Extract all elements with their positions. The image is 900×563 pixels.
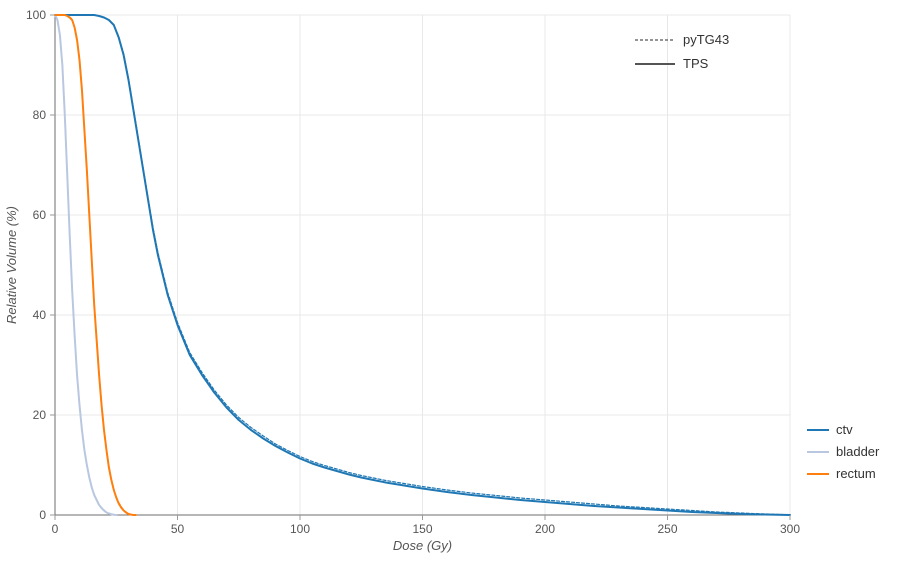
dvh-chart: 0 50 100 150 200 250 300 0 20 40 60 80 100 Dose (Gy)… <box>0 0 900 560</box>
x-tick-label: 250 <box>657 522 677 536</box>
legend-series-label: rectum <box>836 466 876 481</box>
x-tick-label: 100 <box>290 522 310 536</box>
legend-series-label: bladder <box>836 444 880 459</box>
y-tick-label: 100 <box>26 8 46 22</box>
y-axis-label: Relative Volume (%) <box>4 206 19 324</box>
y-tick-label: 0 <box>39 508 46 522</box>
legend-series-label: ctv <box>836 422 853 437</box>
y-tick-label: 80 <box>33 108 47 122</box>
x-tick-label: 150 <box>412 522 432 536</box>
legend-linestyle-label: pyTG43 <box>683 32 729 47</box>
y-tick-label: 40 <box>33 308 47 322</box>
x-tick-label: 0 <box>52 522 59 536</box>
y-tick-label: 20 <box>33 408 47 422</box>
x-tick-label: 200 <box>535 522 555 536</box>
y-tick-label: 60 <box>33 208 47 222</box>
x-tick-label: 300 <box>780 522 800 536</box>
x-axis-label: Dose (Gy) <box>393 538 452 553</box>
legend-linestyle-label: TPS <box>683 56 709 71</box>
x-tick-label: 50 <box>171 522 185 536</box>
chart-background <box>0 0 900 560</box>
